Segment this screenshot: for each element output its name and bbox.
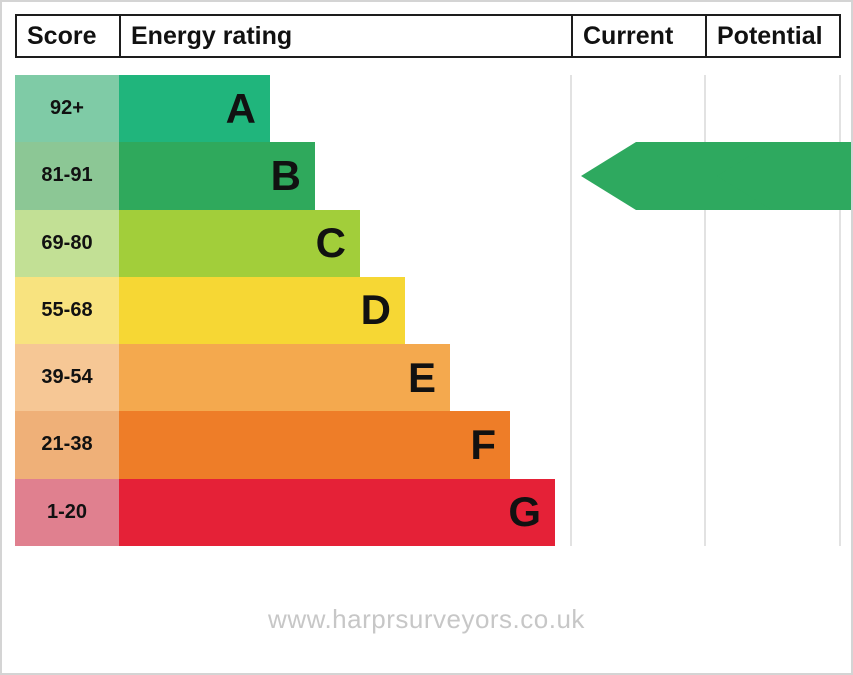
band-bar-b: B [119, 142, 315, 210]
band-bar-d: D [119, 276, 405, 345]
band-letter: B [270, 151, 301, 199]
band-letter: E [407, 353, 436, 401]
header-score: Score [27, 21, 97, 50]
header-potential: Potential [705, 16, 839, 56]
score-range-label: 55-68 [15, 276, 119, 345]
band-row-b: 81-91 B [15, 142, 555, 210]
band-letter: C [315, 219, 346, 267]
score-range-label: 69-80 [15, 209, 119, 277]
band-bar-a: A [119, 75, 270, 143]
band-letter: A [225, 84, 256, 132]
column-divider-potential [704, 75, 706, 546]
website-watermark: www.harprsurveyors.co.uk [268, 604, 585, 634]
header-current: Current [571, 16, 705, 56]
band-row-f: 21-38 F [15, 411, 555, 479]
band-row-c: 69-80 C [15, 209, 555, 277]
header-row: Score Energy rating Current Potential [15, 14, 841, 58]
band-bar-g: G [119, 478, 555, 546]
band-letter: G [508, 488, 541, 536]
band-bar-c: C [119, 209, 360, 277]
band-row-g: 1-20 G [15, 478, 555, 546]
band-letter: F [470, 420, 496, 468]
band-row-d: 55-68 D [15, 276, 555, 345]
band-rows: 92+ A 81-91 B 69-80 C 55-68 D 39-54 [15, 75, 555, 546]
score-range-label: 1-20 [15, 478, 119, 546]
band-bar-f: F [119, 411, 510, 479]
score-range-label: 92+ [15, 75, 119, 143]
header-energy-rating: Energy rating [119, 16, 571, 56]
column-divider-current [570, 75, 572, 546]
band-bar-e: E [119, 344, 450, 412]
score-range-label: 39-54 [15, 344, 119, 412]
score-range-label: 81-91 [15, 142, 119, 210]
score-range-label: 21-38 [15, 411, 119, 479]
band-row-a: 92+ A [15, 75, 555, 143]
column-divider-right [839, 75, 841, 546]
band-letter: D [360, 286, 391, 334]
band-row-e: 39-54 E [15, 344, 555, 412]
